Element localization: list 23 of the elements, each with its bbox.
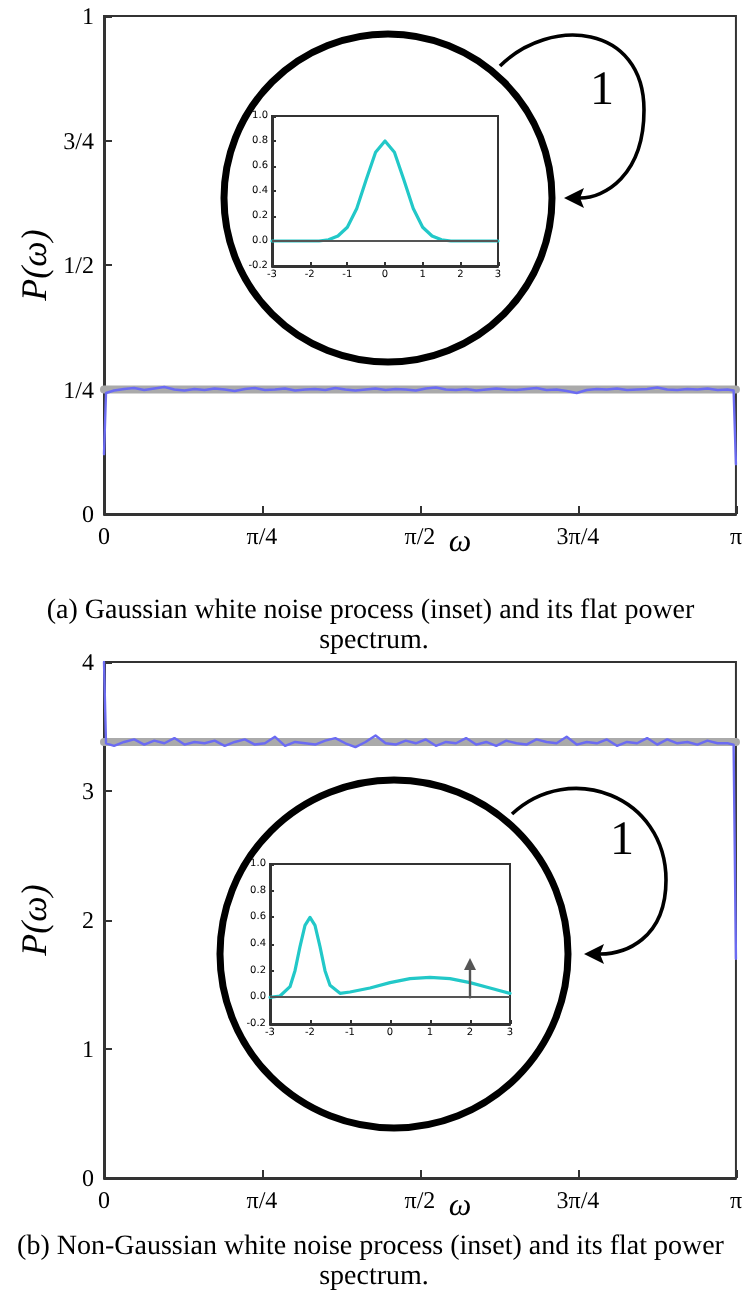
x-axis-title: ω: [448, 525, 472, 559]
x-tick-label: π: [729, 522, 742, 550]
x-tick-label: π/4: [246, 522, 278, 550]
y-tick-label: 1: [82, 2, 94, 30]
y-tick-label: 3/4: [63, 126, 94, 155]
annotation: 1: [590, 64, 614, 116]
y-axis-title: P(ω): [14, 229, 54, 303]
x-tick-label: π: [729, 1186, 742, 1214]
x-tick-label: π/2: [404, 522, 436, 550]
y-tick-label: 2: [82, 906, 94, 934]
x-tick-label: π/4: [246, 1186, 278, 1214]
y-axis-title: P(ω): [14, 884, 54, 958]
y-tick-label: 1/2: [63, 251, 94, 279]
x-tick-label: 3π/4: [556, 522, 600, 550]
annotation: 1: [610, 814, 634, 866]
x-tick-label: π/2: [404, 1186, 436, 1214]
y-tick-label: 3: [82, 777, 94, 805]
x-tick-label: 3π/4: [556, 1186, 600, 1214]
y-tick-label: 1/4: [63, 375, 94, 404]
y-tick-label: 0: [82, 500, 94, 528]
text: (b) Non-Gaussian white noise process (inset) and its flat power spectrum.: [17, 1232, 731, 1290]
x-axis-title: ω: [448, 1189, 472, 1223]
y-tick-label: 0: [82, 1164, 94, 1192]
